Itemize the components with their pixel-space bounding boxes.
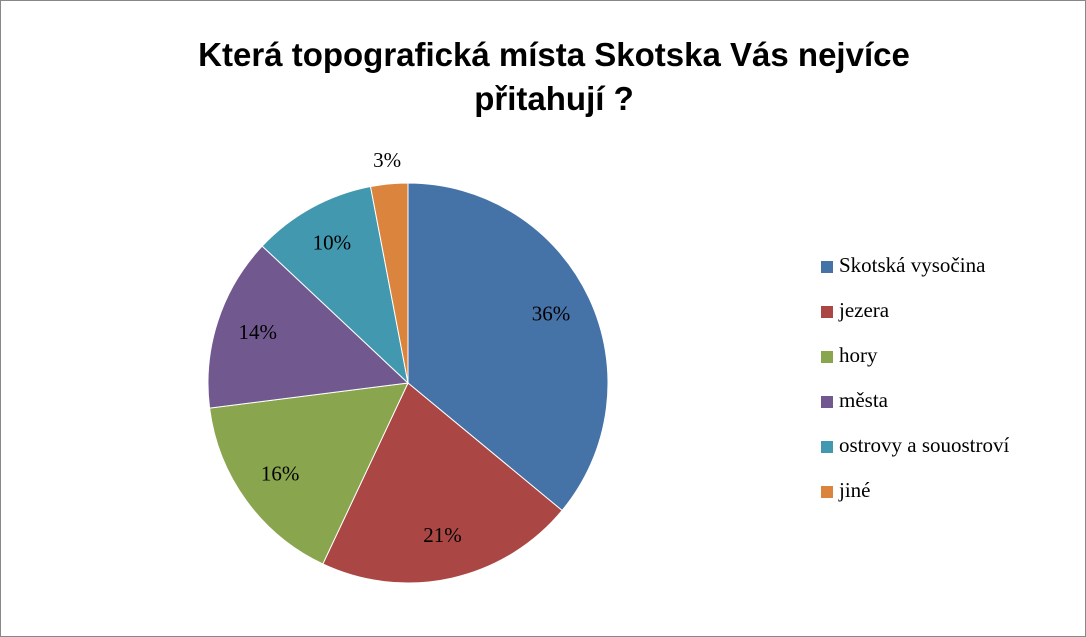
- slice-label: 36%: [532, 302, 571, 326]
- legend-label: Skotská vysočina: [839, 253, 986, 277]
- slice-label: 16%: [261, 462, 300, 486]
- pie-slice: [322, 382, 563, 584]
- pie-slice: [407, 182, 609, 512]
- legend-label: hory: [839, 343, 878, 367]
- legend-label: jezera: [838, 298, 890, 322]
- pie-slice: [261, 185, 409, 385]
- legend-swatch: [821, 396, 833, 408]
- chart-title: Která topografická místa Skotska Vás nej…: [198, 36, 910, 117]
- legend-label: města: [839, 388, 889, 412]
- pie-slice: [207, 245, 410, 409]
- slice-label: 14%: [238, 320, 277, 344]
- pie-slice: [209, 382, 409, 565]
- legend-swatch: [821, 261, 833, 273]
- slice-label: 10%: [313, 230, 352, 254]
- legend-swatch: [821, 351, 833, 363]
- legend-label: ostrovy a souostroví: [839, 433, 1009, 457]
- slice-label: 21%: [423, 523, 462, 547]
- legend-swatch: [821, 441, 833, 453]
- legend-swatch: [821, 306, 833, 318]
- slice-label: 3%: [373, 148, 401, 172]
- legend-swatch: [821, 486, 833, 498]
- legend-label: jiné: [838, 478, 871, 502]
- pie-slice: [369, 182, 409, 384]
